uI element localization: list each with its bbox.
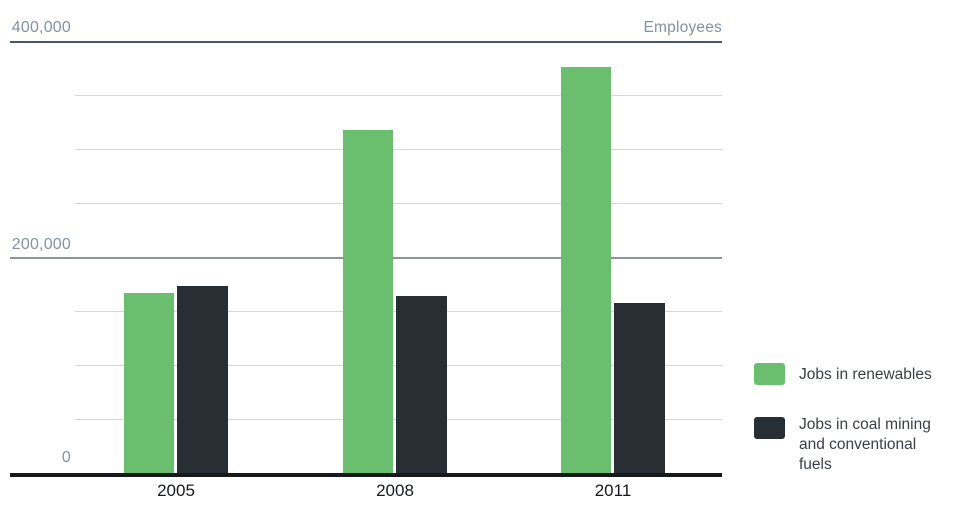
legend-swatch-coal	[754, 417, 785, 439]
bar-coal-2008	[396, 295, 447, 473]
y-axis-unit-label: Employees	[643, 19, 722, 36]
y-axis-tick-400000: 400,000	[11, 19, 71, 36]
bar-renewables-2005	[124, 292, 174, 473]
legend-label-line: Jobs in renewables	[799, 366, 932, 383]
bar-renewables-2011	[561, 66, 611, 473]
bar-coal-2005	[177, 286, 228, 473]
y-axis-tick-200000: 200,000	[11, 236, 71, 253]
legend-label-line: fuels	[799, 456, 832, 473]
bar-renewables-2008	[343, 129, 393, 473]
x-axis-label-2005: 2005	[157, 481, 195, 500]
legend-label-line: Jobs in coal mining	[799, 416, 931, 433]
x-axis-label-2008: 2008	[376, 481, 414, 500]
legend-label-renewables: Jobs in renewables	[799, 365, 949, 385]
bar-coal-2011	[614, 303, 665, 473]
x-axis-line	[10, 473, 722, 477]
legend-label-line: and conventional	[799, 436, 917, 453]
gridline-250000	[75, 203, 722, 204]
gridline-350000	[75, 95, 722, 96]
x-axis-label-2011: 2011	[594, 481, 632, 500]
gridline-400000	[10, 41, 722, 43]
legend-swatch-renewables	[754, 363, 785, 385]
y-axis-tick-0: 0	[61, 449, 71, 466]
legend-label-coal: Jobs in coal mining and conventional fuels	[799, 415, 949, 475]
gridline-300000	[75, 149, 722, 150]
